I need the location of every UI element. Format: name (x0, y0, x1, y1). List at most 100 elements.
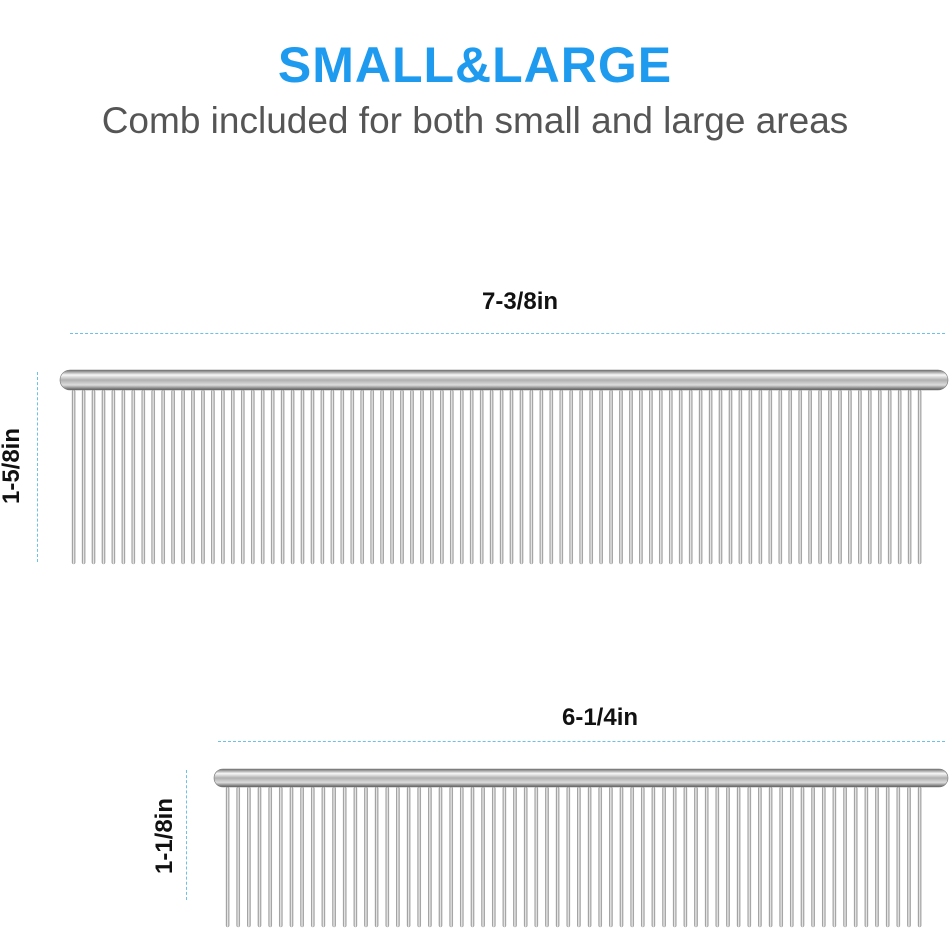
large-comb-tooth (519, 389, 524, 565)
large-comb-tooth (251, 389, 255, 565)
large-comb-spine (59, 369, 949, 391)
small-comb-tooth (247, 786, 251, 928)
small-comb-tooth (896, 786, 901, 928)
small-comb-tooth (822, 786, 826, 928)
small-comb-tooth (428, 786, 432, 928)
small-comb-tooth (236, 786, 240, 928)
large-comb-tooth (649, 389, 653, 565)
large-comb-tooth (599, 389, 603, 565)
large-comb-tooth (300, 389, 305, 565)
small-comb-tooth (385, 786, 390, 928)
large-comb-tooth (191, 389, 195, 565)
small-comb-tooth (885, 786, 890, 928)
large-comb-tooth (659, 389, 663, 565)
large-comb-tooth (320, 389, 325, 565)
small-comb-tooth (470, 786, 475, 928)
small-comb-tooth (790, 786, 794, 928)
small-comb-tooth (555, 786, 560, 928)
large-comb-tooth (231, 389, 235, 565)
small-comb-spine (213, 768, 949, 788)
small-comb-tooth (619, 786, 624, 928)
small-comb-tooth (481, 786, 485, 928)
large-comb-tooth (559, 389, 564, 565)
small-comb-tooth (289, 786, 294, 928)
small-comb-tooth (598, 786, 602, 928)
large-comb-tooth (91, 389, 96, 565)
large-comb-tooth (390, 389, 394, 565)
large-comb-tooth (410, 389, 414, 565)
large-comb-tooth (629, 389, 633, 565)
small-comb-tooth (417, 786, 421, 928)
large-comb-tooth (878, 389, 882, 565)
large-comb-tooth (838, 389, 842, 565)
large-comb-tooth (758, 389, 763, 565)
small-comb-height-line (186, 770, 187, 900)
small-comb-tooth (342, 786, 347, 928)
large-comb-tooth (151, 389, 155, 565)
large-comb-tooth (121, 389, 126, 565)
small-comb-tooth (853, 786, 858, 928)
small-comb-tooth (268, 786, 272, 928)
large-comb-tooth (330, 389, 335, 565)
small-comb-tooth (374, 786, 379, 928)
large-comb-tooth (609, 389, 613, 565)
small-comb-tooth (800, 786, 805, 928)
large-comb-tooth (450, 389, 454, 565)
large-comb-tooth (111, 389, 116, 565)
small-comb-tooth (257, 786, 262, 928)
large-comb-tooth (669, 389, 673, 565)
large-comb-tooth (211, 389, 215, 565)
small-comb-tooth (523, 786, 528, 928)
large-comb-tooth (868, 389, 872, 565)
small-comb-tooth (566, 786, 571, 928)
small-comb-tooth (832, 786, 837, 928)
page-subtitle: Comb included for both small and large a… (101, 100, 849, 141)
small-comb-image (213, 768, 949, 928)
large-comb-tooth (489, 389, 494, 565)
large-comb-tooth (290, 389, 295, 565)
large-comb-height-label: 1-5/8in (0, 427, 25, 505)
large-comb-tooth (509, 389, 514, 565)
large-comb-tooth (778, 389, 783, 565)
large-comb-tooth (619, 389, 623, 565)
small-comb-width-label: 6-1/4in (561, 704, 639, 731)
large-comb-tooth (310, 389, 315, 565)
large-comb-tooth (380, 389, 384, 565)
large-comb-tooth (887, 389, 892, 565)
small-comb-tooth (630, 786, 634, 928)
large-comb-tooth (430, 389, 434, 565)
large-comb-tooth (420, 389, 424, 565)
large-comb-tooth (440, 389, 444, 565)
small-comb-tooth (460, 786, 464, 928)
small-comb-tooth (513, 786, 517, 928)
small-comb-tooth (694, 786, 698, 928)
large-comb-tooth (81, 389, 86, 565)
small-comb-tooth (609, 786, 613, 928)
small-comb-tooth (726, 786, 730, 928)
large-comb-tooth (141, 389, 146, 565)
large-comb-tooth (370, 389, 374, 565)
small-comb-tooth (662, 786, 666, 928)
small-comb-tooth (534, 786, 539, 928)
small-comb-tooth (811, 786, 815, 928)
large-comb-tooth (469, 389, 474, 565)
large-comb-tooth (549, 389, 554, 565)
large-comb-tooth (818, 389, 822, 565)
small-comb-tooth (492, 786, 496, 928)
small-comb-tooth (683, 786, 688, 928)
large-comb-tooth (917, 389, 922, 565)
large-comb-tooth (181, 389, 185, 565)
small-comb-tooth (406, 786, 411, 928)
small-comb-tooth (225, 786, 230, 928)
small-comb-tooth (353, 786, 358, 928)
large-comb-tooth (718, 389, 723, 565)
large-comb-tooth (808, 389, 812, 565)
small-comb-tooth (502, 786, 507, 928)
large-comb-tooth (499, 389, 504, 565)
large-comb-tooth (340, 389, 345, 565)
large-comb (58, 368, 950, 570)
large-comb-tooth (728, 389, 733, 565)
large-comb-tooth (678, 389, 683, 565)
large-comb-tooth (828, 389, 832, 565)
small-comb-tooth (704, 786, 709, 928)
